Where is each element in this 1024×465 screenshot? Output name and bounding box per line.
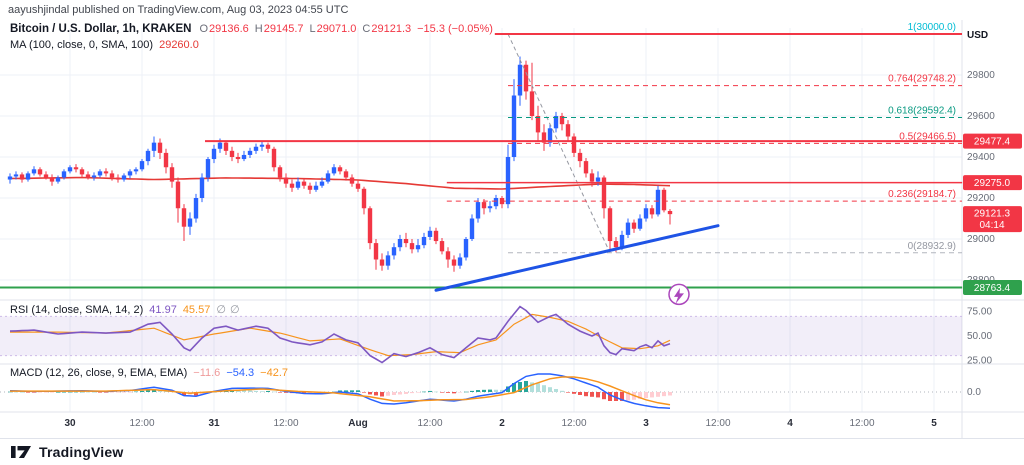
rsi-legend[interactable]: RSI (14, close, SMA, 14, 2) 41.97 45.57 ∅ ∅ [10, 303, 244, 316]
change-value: −15.3 (−0.05%) [417, 23, 493, 35]
footer-bar: TradingView [0, 438, 1024, 465]
macd-hist-value: −11.6 [193, 367, 221, 379]
close-label: C [362, 23, 371, 35]
macd-histogram [8, 381, 672, 401]
attribution-text: aayushjindal published on TradingView.co… [8, 4, 349, 16]
time-tick-label: 4 [787, 418, 793, 429]
time-tick-label: 12:00 [561, 418, 586, 429]
time-tick-label: 12:00 [129, 418, 154, 429]
macd-signal-line [10, 376, 671, 406]
chart-canvas[interactable]: 1(30000.0) 0.764(29748.2) 0.618(29592.4) 0.… [0, 20, 1024, 438]
price-badge-label: 29121.3 [974, 209, 1011, 220]
candles-layer [7, 56, 673, 272]
low-value: 29071.0 [316, 23, 357, 35]
rsi-tick-label: 75.00 [967, 307, 992, 318]
time-tick-label: 2 [499, 418, 505, 429]
ma-label: MA (100, close, 0, SMA, 100) [10, 39, 154, 51]
time-tick-label: 12:00 [417, 418, 442, 429]
fib-level-label: 0.618(29592.4) [888, 106, 956, 117]
rsi-ma-value: 45.57 [182, 304, 211, 316]
price-badge-label: 28763.4 [974, 283, 1011, 294]
rsi-ma-line [10, 313, 671, 357]
price-badge [963, 206, 1022, 233]
low-label: L [309, 23, 316, 35]
price-badge [963, 280, 1022, 296]
open-label: O [199, 23, 209, 35]
time-tick-label: 12:00 [705, 418, 730, 429]
fib-level-label: 0.5(29466.5) [899, 131, 956, 142]
tradingview-logo-icon[interactable] [10, 444, 32, 460]
rsi-tick-label: 25.00 [967, 356, 992, 367]
time-tick-label: 31 [208, 418, 220, 429]
high-label: H [254, 23, 263, 35]
price-tick-label: 29200 [967, 193, 995, 204]
price-tick-label: 29000 [967, 234, 995, 245]
time-tick-label: 5 [931, 418, 937, 429]
time-tick-label: Aug [348, 418, 367, 429]
price-badge-countdown: 04:14 [979, 220, 1004, 231]
rsi-band [0, 315, 962, 357]
symbol-title[interactable]: Bitcoin / U.S. Dollar, 1h, KRAKEN [10, 23, 192, 35]
fib-level-label: 0.764(29748.2) [888, 74, 956, 85]
fib-retracement[interactable]: 1(30000.0) 0.764(29748.2) 0.618(29592.4) 0.… [446, 22, 962, 254]
high-value: 29145.7 [263, 23, 304, 35]
macd-tick-label: 0.0 [967, 387, 981, 398]
panel-separators [0, 20, 1024, 438]
time-tick-label: 30 [64, 418, 76, 429]
macd-signal-value: −42.7 [260, 367, 288, 379]
ma-value: 29260.0 [159, 39, 199, 51]
symbol-legend[interactable]: Bitcoin / U.S. Dollar, 1h, KRAKEN O29136.… [10, 23, 499, 35]
fib-anchor-line[interactable] [507, 33, 611, 253]
trend-line[interactable] [434, 224, 720, 292]
rsi-line [9, 305, 671, 364]
fib-level-label: 0(28932.9) [908, 241, 956, 252]
grid-lines [0, 28, 962, 412]
price-badge [963, 133, 1022, 149]
macd-label: MACD (12, 26, close, 9, EMA, EMA) [10, 367, 188, 379]
chart-background [0, 20, 1024, 438]
fib-level-label: 0.236(29184.7) [888, 189, 956, 200]
axis-currency-label: USD [967, 30, 988, 41]
chart-svg: 1(30000.0) 0.764(29748.2) 0.618(29592.4) 0.… [0, 20, 1024, 438]
rsi-tick-label: 50.00 [967, 331, 992, 342]
tradingview-brand[interactable]: TradingView [39, 444, 124, 460]
price-tick-label: 29400 [967, 152, 995, 163]
alert-lightning-icon[interactable] [668, 283, 690, 306]
price-badge-label: 29275.0 [974, 178, 1011, 189]
price-badge [963, 175, 1022, 191]
time-tick-label: 12:00 [273, 418, 298, 429]
rsi-empty-1: ∅ [216, 304, 226, 316]
price-badge-label: 29477.4 [974, 137, 1011, 148]
macd-line-value: −54.3 [226, 367, 255, 379]
rsi-value: 41.97 [149, 304, 177, 316]
macd-legend[interactable]: MACD (12, 26, close, 9, EMA, EMA) −11.6 −5… [10, 367, 294, 379]
time-axis[interactable]: 30 12:00 31 12:00 Aug 12:00 2 12:00 3 12:00 4 12:00… [64, 418, 937, 429]
fib-level-label: 1(30000.0) [908, 22, 956, 33]
rsi-label: RSI (14, close, SMA, 14, 2) [10, 304, 144, 316]
price-tick-label: 29800 [967, 70, 995, 81]
price-tick-label: 29600 [967, 111, 995, 122]
time-tick-label: 12:00 [849, 418, 874, 429]
close-value: 29121.3 [371, 23, 412, 35]
time-tick-label: 3 [643, 418, 649, 429]
ma-legend[interactable]: MA (100, close, 0, SMA, 100) 29260.0 [10, 39, 205, 51]
price-axis[interactable]: USD29800296002940029200290002880075.0050… [963, 30, 1022, 398]
open-value: 29136.6 [209, 23, 249, 35]
rsi-empty-2: ∅ [229, 304, 240, 316]
